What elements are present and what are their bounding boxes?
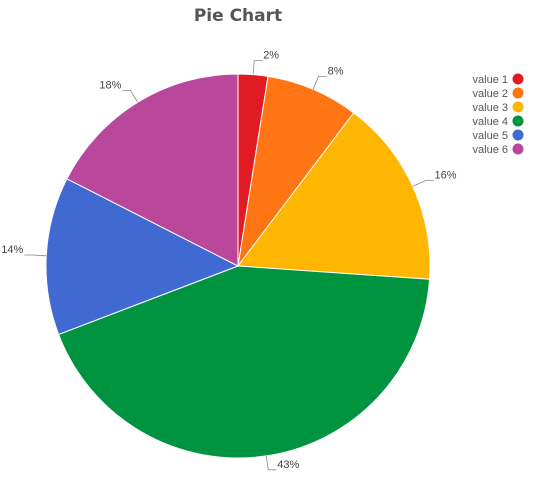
legend-marker-6 — [512, 143, 524, 155]
leader-line-1 — [252, 60, 263, 75]
slice-label-6: 18% — [99, 79, 121, 91]
pie-slice-labels: 2% 8% 16% 43% 14% 18% — [1, 50, 456, 471]
leader-line-4 — [265, 455, 277, 471]
legend-marker-1 — [512, 73, 524, 85]
legend-item-2: value 2 — [473, 87, 524, 100]
legend-marker-2 — [512, 87, 524, 99]
slice-label-3: 16% — [435, 170, 457, 182]
legend-marker-4 — [512, 115, 524, 127]
legend: value 1 value 2 value 3 value 4 value 5 value… — [473, 73, 524, 156]
legend-label-2: value 2 — [473, 88, 508, 100]
legend-item-6: value 6 — [473, 143, 524, 156]
pie-slice-3 — [237, 112, 431, 280]
pie-leader-lines — [24, 60, 434, 471]
legend-marker-3 — [512, 101, 524, 113]
legend-item-1: value 1 — [473, 73, 524, 86]
chart-title: Pie Chart — [194, 6, 282, 26]
leader-line-5 — [24, 254, 47, 257]
legend-marker-5 — [512, 129, 524, 141]
legend-item-5: value 5 — [473, 129, 524, 142]
leader-line-2 — [312, 76, 327, 90]
leader-line-3 — [412, 180, 434, 187]
slice-label-1: 2% — [263, 50, 279, 62]
slice-label-5: 14% — [1, 244, 23, 256]
legend-label-1: value 1 — [473, 74, 508, 86]
legend-item-3: value 3 — [473, 101, 524, 114]
slice-label-4: 43% — [277, 459, 299, 471]
legend-label-5: value 5 — [473, 130, 508, 142]
legend-label-4: value 4 — [473, 116, 508, 128]
legend-label-3: value 3 — [473, 102, 508, 114]
pie-slice-6 — [66, 73, 239, 267]
pie-slice-2 — [237, 75, 355, 267]
leader-line-6 — [122, 90, 139, 103]
slice-label-2: 8% — [328, 65, 344, 77]
legend-label-6: value 6 — [473, 144, 508, 156]
pie-slices — [45, 73, 431, 459]
legend-item-4: value 4 — [473, 115, 524, 128]
